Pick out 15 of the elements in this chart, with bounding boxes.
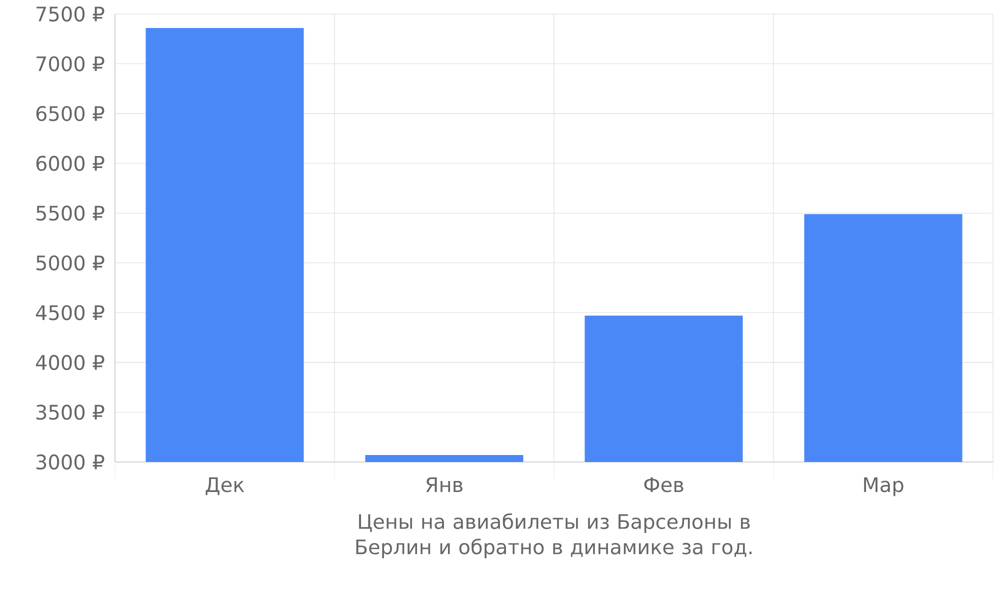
y-tick-label: 4000 ₽ [36,354,104,370]
y-tick-label: 3000 ₽ [36,454,104,470]
y-tick-label: 5500 ₽ [36,206,104,221]
y-tick-label: 7500 ₽ [36,6,104,22]
x-tick-label: Мар [864,477,904,496]
y-tick-label: 3500 ₽ [36,404,104,420]
x-axis-title: Цены на авиабилеты из Барселоны в Берлин и обратно в динамике за год. [356,513,752,558]
x-tick-label: Фев [644,477,684,492]
y-tick-label: 6000 ₽ [36,156,104,171]
y-tick-label: 6500 ₽ [36,106,104,122]
y-tick-label: 5000 ₽ [36,255,104,270]
x-tick-label: Дек [206,477,244,496]
y-tick-label: 4500 ₽ [36,305,104,320]
x-tick-label: Янв [426,477,462,492]
y-tick-label: 7000 ₽ [36,56,104,72]
